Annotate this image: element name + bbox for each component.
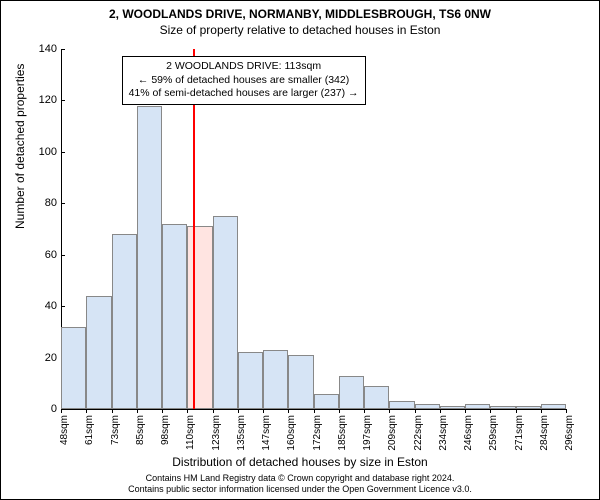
y-tick: 80: [27, 197, 61, 209]
chart-container: 2, WOODLANDS DRIVE, NORMANBY, MIDDLESBRO…: [0, 0, 600, 500]
x-axis-label: Distribution of detached houses by size …: [1, 455, 599, 469]
annotation-line: 2 WOODLANDS DRIVE: 113sqm: [129, 60, 359, 74]
x-tick-label: 284sqm: [539, 415, 550, 451]
x-tick-label: 222sqm: [413, 415, 424, 451]
x-tick-label: 172sqm: [312, 415, 323, 451]
x-tick-label: 85sqm: [135, 415, 146, 445]
x-tick-label: 296sqm: [564, 415, 575, 451]
histogram-bar: [541, 404, 566, 409]
histogram-bar: [440, 406, 465, 409]
x-tick-mark: [415, 409, 416, 413]
histogram-bar: [238, 352, 263, 409]
x-tick-label: 98sqm: [160, 415, 171, 445]
y-tick: 120: [27, 94, 61, 106]
histogram-bar: [112, 234, 137, 409]
x-tick-mark: [541, 409, 542, 413]
x-tick-mark: [238, 409, 239, 413]
x-tick-mark: [112, 409, 113, 413]
histogram-bar: [61, 327, 86, 409]
x-tick-label: 271sqm: [514, 415, 525, 451]
histogram-bar: [162, 224, 187, 409]
footer-line-2: Contains public sector information licen…: [1, 484, 599, 495]
x-tick-mark: [516, 409, 517, 413]
histogram-bar: [465, 404, 490, 409]
y-axis-label: Number of detached properties: [13, 64, 27, 229]
histogram-bar: [339, 376, 364, 409]
x-tick-label: 48sqm: [59, 415, 70, 445]
x-tick-label: 123sqm: [211, 415, 222, 451]
x-tick-label: 259sqm: [488, 415, 499, 451]
histogram-bar: [213, 216, 238, 409]
annotation-line: ← 59% of detached houses are smaller (34…: [129, 74, 359, 88]
y-tick: 140: [27, 43, 61, 55]
x-tick-mark: [86, 409, 87, 413]
y-tick: 20: [27, 352, 61, 364]
annotation-line: 41% of semi-detached houses are larger (…: [129, 87, 359, 101]
histogram-bar: [364, 386, 389, 409]
y-tick: 100: [27, 146, 61, 158]
histogram-bar: [314, 394, 339, 409]
histogram-bar: [187, 226, 212, 409]
histogram-bar: [86, 296, 111, 409]
x-tick-label: 147sqm: [261, 415, 272, 451]
plot-area: 02040608010012014048sqm61sqm73sqm85sqm98…: [61, 49, 566, 409]
x-tick-mark: [162, 409, 163, 413]
x-tick-label: 110sqm: [185, 415, 196, 450]
x-tick-mark: [61, 409, 62, 413]
histogram-bar: [389, 401, 414, 409]
x-tick-mark: [263, 409, 264, 413]
x-tick-mark: [137, 409, 138, 413]
footer-line-1: Contains HM Land Registry data © Crown c…: [1, 473, 599, 484]
x-tick-mark: [490, 409, 491, 413]
annotation-box: 2 WOODLANDS DRIVE: 113sqm← 59% of detach…: [122, 56, 366, 105]
y-tick: 60: [27, 249, 61, 261]
histogram-bar: [516, 406, 541, 409]
x-tick-label: 185sqm: [337, 415, 348, 451]
chart-subtitle: Size of property relative to detached ho…: [1, 21, 599, 37]
x-tick-label: 160sqm: [286, 415, 297, 451]
x-tick-label: 135sqm: [236, 415, 247, 451]
x-tick-mark: [566, 409, 567, 413]
y-tick: 0: [27, 403, 61, 415]
x-tick-mark: [314, 409, 315, 413]
chart-title: 2, WOODLANDS DRIVE, NORMANBY, MIDDLESBRO…: [1, 1, 599, 21]
x-tick-mark: [465, 409, 466, 413]
histogram-bar: [415, 404, 440, 409]
histogram-bar: [263, 350, 288, 409]
x-tick-label: 61sqm: [84, 415, 95, 445]
x-tick-label: 209sqm: [387, 415, 398, 451]
x-tick-label: 73sqm: [110, 415, 121, 445]
x-tick-mark: [389, 409, 390, 413]
x-tick-mark: [213, 409, 214, 413]
x-tick-mark: [339, 409, 340, 413]
x-tick-label: 234sqm: [438, 415, 449, 451]
x-tick-mark: [440, 409, 441, 413]
x-tick-mark: [288, 409, 289, 413]
histogram-bar: [137, 106, 162, 409]
y-tick: 40: [27, 300, 61, 312]
x-tick-label: 197sqm: [362, 415, 373, 451]
x-tick-label: 246sqm: [463, 415, 474, 451]
x-tick-mark: [187, 409, 188, 413]
histogram-bar: [490, 406, 515, 409]
histogram-bar: [288, 355, 313, 409]
footer-attribution: Contains HM Land Registry data © Crown c…: [1, 473, 599, 495]
x-tick-mark: [364, 409, 365, 413]
